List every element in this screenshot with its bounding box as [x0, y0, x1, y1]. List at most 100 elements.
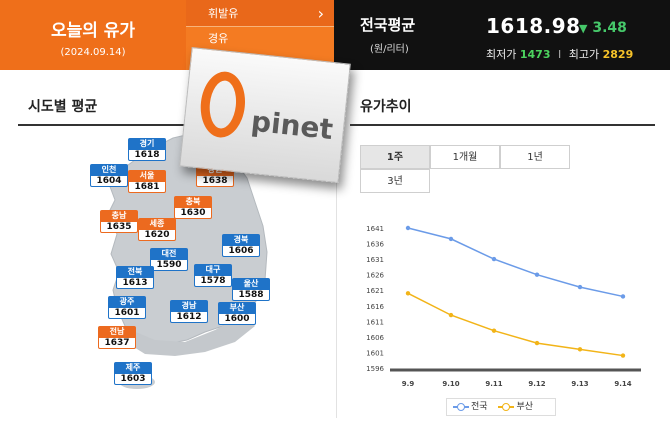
region-marker[interactable]: 전남 1637	[98, 326, 136, 349]
region-price: 1578	[194, 275, 232, 287]
region-price: 1601	[108, 307, 146, 319]
region-name: 서울	[128, 170, 166, 181]
region-marker[interactable]: 울산 1588	[232, 278, 270, 301]
data-point	[577, 347, 583, 352]
series-line	[407, 227, 624, 298]
price-trend-chart: 1641 1636 1631 1626 1621 1616 1611 1606 1601 1596…	[366, 225, 641, 388]
region-price: 1590	[150, 259, 188, 271]
data-point	[448, 236, 454, 242]
region-name: 광주	[108, 296, 146, 307]
data-point	[491, 328, 497, 333]
region-name: 부산	[218, 302, 256, 313]
region-name: 울산	[232, 278, 270, 289]
region-name: 충북	[174, 196, 212, 207]
region-price: 1600	[218, 313, 256, 325]
data-point	[534, 272, 540, 277]
opinet-logo: pinet	[179, 46, 351, 184]
data-point	[577, 284, 583, 290]
trend-title: 유가추이	[360, 99, 412, 115]
region-marker[interactable]: 세종 1620	[138, 218, 176, 241]
y-tick-label: 1611	[366, 318, 384, 326]
region-price: 1637	[98, 337, 136, 349]
south-coast-shape	[129, 314, 255, 356]
min-max-prices: 최저가 1473 I 최고가 2829	[486, 46, 633, 62]
data-point	[405, 291, 411, 296]
legend-national-label: 전국	[471, 402, 488, 412]
series-line	[407, 292, 624, 357]
region-price: 1618	[128, 149, 166, 161]
region-marker[interactable]: 충북 1630	[174, 196, 212, 219]
data-point	[491, 256, 497, 262]
legend-busan-swatch	[498, 402, 515, 411]
region-marker[interactable]: 인천 1604	[90, 164, 128, 187]
y-tick-label: 1601	[366, 349, 384, 357]
today-price-panel: 오늘의 유가 (2024.09.14)	[0, 0, 186, 70]
x-tick-label: 9.13	[571, 380, 588, 388]
region-marker[interactable]: 제주 1603	[114, 362, 152, 385]
region-marker[interactable]: 경북 1606	[222, 234, 260, 257]
y-tick-label: 1626	[366, 272, 384, 280]
region-marker[interactable]: 서울 1681	[128, 170, 166, 193]
chart-legend: 전국 부산	[446, 398, 556, 416]
tab-diesel-label: 경유	[208, 32, 229, 45]
region-price: 1604	[90, 175, 128, 187]
national-unit: (원/리터)	[370, 44, 409, 55]
region-marker[interactable]: 부산 1600	[218, 302, 256, 325]
x-tick-label: 9.10	[442, 380, 459, 388]
period-tab-1-month[interactable]: 1개월	[430, 145, 500, 169]
region-marker[interactable]: 충남 1635	[100, 210, 138, 233]
data-point	[405, 225, 411, 231]
max-value: 2829	[602, 48, 634, 61]
y-tick-label: 1631	[366, 256, 384, 264]
region-name: 충남	[100, 210, 138, 221]
region-price: 1588	[232, 289, 270, 301]
tab-gasoline[interactable]: 휘발유 ›	[186, 0, 334, 27]
region-price: 1638	[196, 175, 234, 187]
y-tick-label: 1636	[366, 241, 384, 249]
region-price: 1603	[114, 373, 152, 385]
region-marker[interactable]: 경기 1618	[128, 138, 166, 161]
y-tick-label: 1606	[366, 334, 384, 342]
region-price: 1613	[116, 277, 154, 289]
legend-busan-label: 부산	[516, 402, 533, 412]
region-name: 세종	[138, 218, 176, 229]
region-marker[interactable]: 대구 1578	[194, 264, 232, 287]
logo-text: pinet	[249, 104, 335, 147]
min-value: 1473	[519, 48, 551, 61]
x-tick-label: 9.9	[402, 380, 415, 388]
period-tab-1-week[interactable]: 1주	[360, 145, 430, 169]
region-marker[interactable]: 광주 1601	[108, 296, 146, 319]
region-name: 제주	[114, 362, 152, 373]
logo-o-shape	[197, 69, 249, 140]
region-price: 1635	[100, 221, 138, 233]
price-change: ▼ 3.48	[579, 20, 627, 36]
min-label: 최저가	[486, 48, 517, 61]
data-point	[448, 312, 454, 318]
region-marker[interactable]: 전북 1613	[116, 266, 154, 289]
tab-diesel[interactable]: 경유	[186, 28, 334, 50]
period-tab-1-year[interactable]: 1년	[500, 145, 570, 169]
legend-national-swatch	[453, 402, 469, 411]
y-tick-label: 1641	[366, 225, 384, 233]
today-title: 오늘의 유가	[50, 21, 136, 41]
region-price: 1681	[128, 181, 166, 193]
region-price: 1606	[222, 245, 260, 257]
region-marker[interactable]: 경남 1612	[170, 300, 208, 323]
region-price: 1630	[174, 207, 212, 219]
period-tab-3-years[interactable]: 3년	[360, 169, 430, 193]
chevron-right-icon: ›	[317, 4, 324, 23]
national-title: 전국평균	[360, 16, 416, 34]
x-tick-label: 9.12	[528, 380, 545, 388]
regional-title: 시도별 평균	[28, 99, 98, 115]
data-point	[620, 294, 626, 299]
region-name: 대구	[194, 264, 232, 275]
trend-title-rule	[350, 124, 655, 126]
region-marker[interactable]: 대전 1590	[150, 248, 188, 271]
max-label: 최고가	[568, 48, 600, 61]
y-tick-label: 1596	[366, 365, 384, 373]
region-name: 경남	[170, 300, 208, 311]
today-date: (2024.09.14)	[60, 47, 126, 58]
national-average-panel: 전국평균 (원/리터) 1618.98 ▼ 3.48 최저가 1473 I 최고…	[334, 0, 670, 70]
x-tick-label: 9.11	[485, 380, 502, 388]
min-max-separator: I	[558, 48, 562, 61]
